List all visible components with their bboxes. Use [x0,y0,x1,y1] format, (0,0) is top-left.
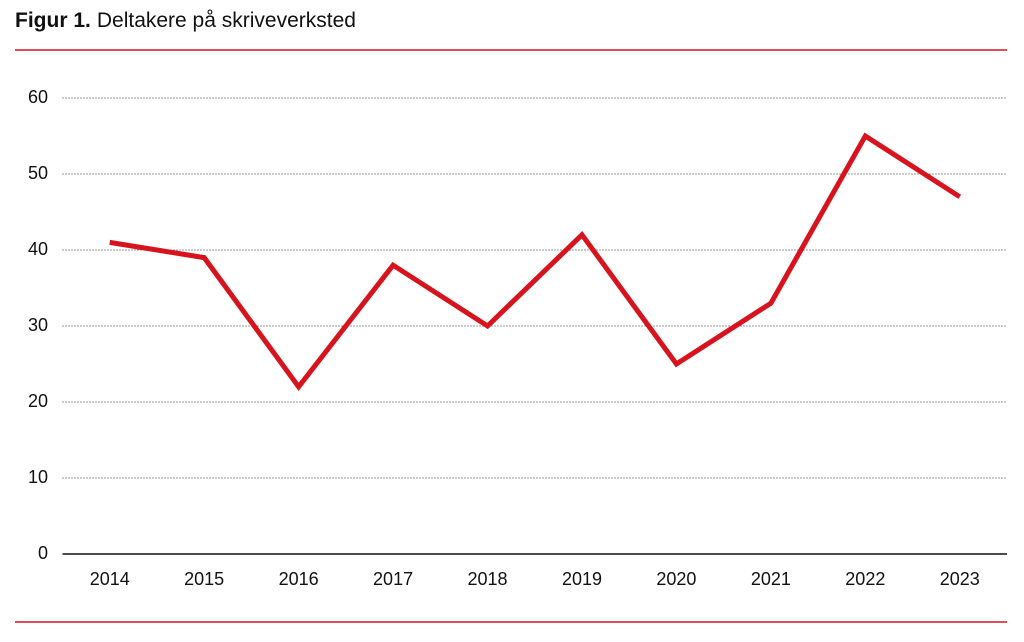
x-tick-label: 2022 [845,569,885,589]
x-tick-label: 2020 [656,569,696,589]
x-tick-label: 2018 [468,569,508,589]
y-tick-label: 30 [28,315,48,335]
x-tick-label: 2019 [562,569,602,589]
data-line [109,132,962,391]
x-tick-label: 2014 [90,569,130,589]
x-tick-label: 2021 [751,569,791,589]
x-tick-label: 2017 [373,569,413,589]
chart-title: Figur 1. Deltakere på skriveverksted [15,9,356,32]
figure-label: Figur 1. [15,9,91,32]
y-tick-label: 10 [28,467,48,487]
y-tick-label: 0 [38,543,48,563]
x-tick-label: 2016 [279,569,319,589]
x-tick-label: 2023 [940,569,980,589]
title-text: Deltakere på skriveverksted [97,9,356,32]
y-tick-label: 50 [28,163,48,183]
y-tick-label: 40 [28,239,48,259]
y-tick-label: 20 [28,391,48,411]
y-tick-label: 60 [28,87,48,107]
x-tick-label: 2015 [184,569,224,589]
